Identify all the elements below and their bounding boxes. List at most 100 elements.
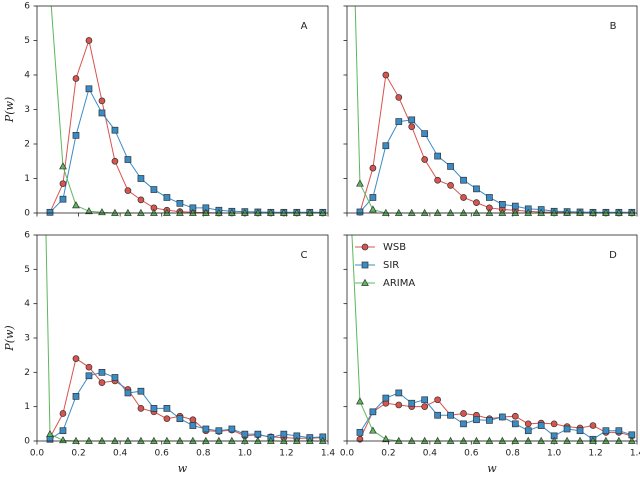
- y-tick-label: 0: [24, 437, 30, 447]
- marker: [305, 436, 314, 444]
- marker: [421, 396, 429, 404]
- marker: [524, 427, 532, 435]
- panel-label: B: [610, 21, 617, 32]
- marker: [137, 436, 145, 444]
- marker: [176, 415, 184, 423]
- marker: [253, 208, 262, 216]
- marker: [240, 208, 249, 216]
- y-tick-label: 5: [24, 36, 30, 46]
- panel: 0 1 2 3 4 5 6 P(w) A: [3, 2, 329, 219]
- marker: [473, 416, 480, 424]
- marker: [369, 164, 377, 172]
- marker: [395, 94, 403, 101]
- marker: [537, 208, 546, 216]
- marker: [381, 208, 390, 216]
- marker: [163, 436, 171, 444]
- marker: [72, 132, 80, 139]
- marker: [602, 208, 610, 216]
- marker: [395, 389, 403, 397]
- x-tick-label: 1.4: [321, 449, 336, 459]
- marker: [407, 436, 416, 444]
- marker: [98, 97, 106, 105]
- marker: [163, 194, 171, 201]
- marker: [227, 208, 236, 216]
- marker: [361, 243, 369, 251]
- marker: [254, 430, 262, 438]
- marker: [394, 208, 403, 216]
- marker: [498, 436, 507, 444]
- marker: [447, 182, 454, 189]
- marker: [408, 123, 416, 131]
- marker: [72, 355, 80, 362]
- marker: [369, 194, 377, 201]
- legend: WSB SIR ARIMA: [355, 242, 415, 289]
- marker: [150, 208, 158, 216]
- marker: [176, 436, 184, 444]
- plot-area: [46, 6, 327, 217]
- marker: [176, 208, 184, 216]
- series-line: [49, 87, 323, 213]
- plot-area: [354, 6, 636, 217]
- y-tick-label: 4: [24, 299, 30, 309]
- marker: [524, 208, 533, 216]
- marker: [511, 412, 519, 420]
- marker: [511, 208, 520, 216]
- marker: [189, 208, 197, 216]
- marker: [279, 208, 288, 216]
- marker: [98, 379, 106, 386]
- y-tick-label: 1: [24, 174, 30, 184]
- marker: [189, 436, 197, 444]
- marker: [486, 194, 493, 201]
- marker: [227, 436, 236, 444]
- marker: [550, 436, 559, 444]
- marker: [550, 420, 558, 428]
- marker: [59, 410, 67, 417]
- legend-label: ARIMA: [383, 278, 415, 289]
- marker: [59, 180, 67, 188]
- marker: [433, 208, 442, 216]
- panel-label: D: [609, 250, 617, 261]
- marker: [361, 278, 369, 286]
- marker: [589, 422, 597, 429]
- marker: [163, 415, 171, 423]
- x-tick-label: 1.2: [279, 449, 293, 459]
- marker: [240, 436, 249, 444]
- marker: [421, 403, 429, 411]
- marker: [137, 196, 145, 204]
- series-line: [50, 6, 323, 214]
- marker: [72, 393, 80, 400]
- marker: [460, 176, 467, 184]
- marker: [408, 399, 416, 407]
- marker: [473, 185, 480, 193]
- marker: [602, 436, 610, 444]
- marker: [124, 389, 132, 397]
- marker: [356, 179, 364, 187]
- marker: [98, 436, 106, 444]
- marker: [163, 405, 171, 412]
- marker: [59, 162, 67, 170]
- marker: [85, 207, 93, 215]
- marker: [524, 420, 532, 428]
- panel-label: A: [301, 21, 308, 32]
- x-tick-label: 0.6: [464, 449, 479, 459]
- marker: [382, 394, 390, 402]
- x-tick-label: 1.4: [630, 449, 640, 459]
- marker: [46, 208, 54, 216]
- axes-frame: [36, 234, 329, 442]
- marker: [614, 436, 623, 444]
- marker: [201, 436, 210, 444]
- y-tick-label: 3: [24, 105, 30, 115]
- marker: [395, 401, 403, 409]
- marker: [163, 208, 171, 216]
- marker: [72, 201, 80, 209]
- y-tick-label: 6: [24, 231, 30, 241]
- marker: [434, 152, 441, 160]
- x-tick-label: 0.4: [423, 449, 438, 459]
- marker: [202, 425, 210, 433]
- y-tick-label: 1: [24, 402, 30, 412]
- marker: [382, 142, 390, 150]
- marker: [369, 408, 377, 416]
- marker: [111, 208, 119, 216]
- marker: [137, 405, 145, 412]
